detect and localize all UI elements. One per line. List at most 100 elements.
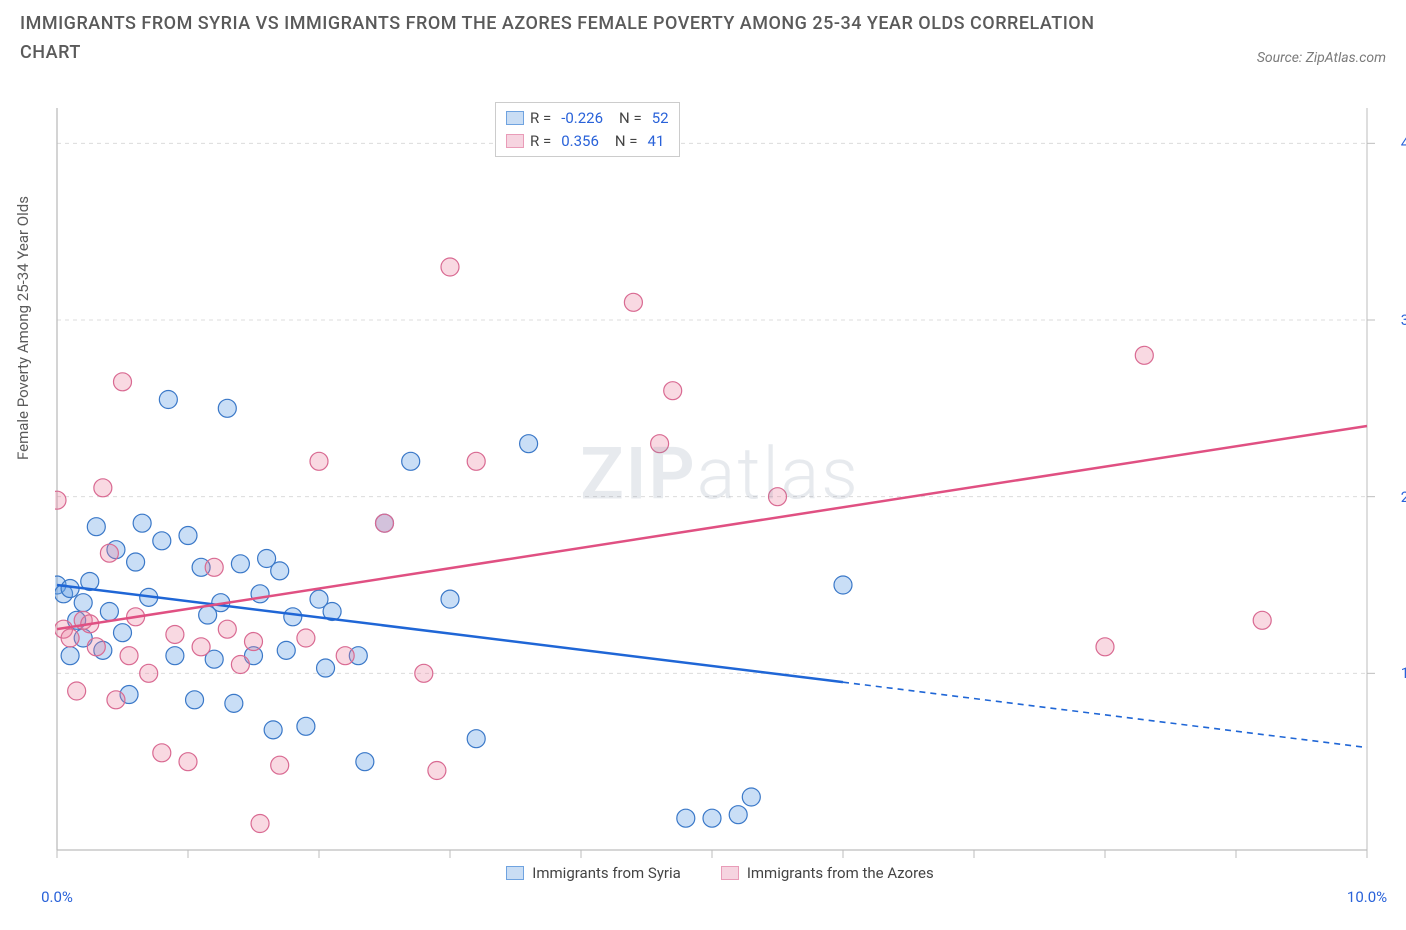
- data-point: [231, 555, 249, 573]
- data-point: [1096, 638, 1114, 656]
- data-point: [114, 373, 132, 391]
- data-point: [205, 558, 223, 576]
- data-point: [729, 806, 747, 824]
- data-point: [264, 721, 282, 739]
- data-point: [179, 527, 197, 545]
- data-point: [166, 647, 184, 665]
- stats-legend-box: R = -0.226 N = 52 R = 0.356 N = 41: [495, 102, 680, 157]
- data-point: [356, 753, 374, 771]
- data-point: [271, 562, 289, 580]
- data-point: [703, 809, 721, 827]
- data-point: [127, 553, 145, 571]
- legend-label: Immigrants from Syria: [532, 864, 681, 882]
- stats-row: R = 0.356 N = 41: [506, 130, 669, 153]
- stat-n-label: N =: [615, 130, 638, 153]
- data-point: [834, 576, 852, 594]
- legend-item: Immigrants from Syria: [506, 864, 681, 882]
- data-point: [225, 694, 243, 712]
- data-point: [624, 293, 642, 311]
- data-point: [231, 656, 249, 674]
- bottom-legend: Immigrants from Syria Immigrants from the…: [55, 864, 1385, 882]
- data-point: [376, 514, 394, 532]
- data-point: [664, 382, 682, 400]
- data-point: [218, 620, 236, 638]
- legend-item: Immigrants from the Azores: [721, 864, 934, 882]
- stat-n-label: N =: [619, 107, 642, 130]
- data-point: [520, 435, 538, 453]
- data-point: [107, 691, 125, 709]
- stats-row: R = -0.226 N = 52: [506, 107, 669, 130]
- data-point: [166, 625, 184, 643]
- data-point: [428, 762, 446, 780]
- data-point: [153, 532, 171, 550]
- data-point: [769, 488, 787, 506]
- data-point: [742, 788, 760, 806]
- data-point: [100, 544, 118, 562]
- data-point: [133, 514, 151, 532]
- data-point: [87, 518, 105, 536]
- data-point: [467, 452, 485, 470]
- data-point: [192, 638, 210, 656]
- data-point: [415, 664, 433, 682]
- stat-r-label: R =: [530, 130, 551, 153]
- data-point: [251, 585, 269, 603]
- data-point: [153, 744, 171, 762]
- y-tick-label: 30.0%: [1401, 311, 1406, 329]
- data-point: [218, 399, 236, 417]
- chart-title: IMMIGRANTS FROM SYRIA VS IMMIGRANTS FROM…: [20, 10, 1120, 68]
- stat-n-value: 52: [652, 107, 669, 130]
- data-point: [68, 682, 86, 700]
- chart-area: ZIPatlas R = -0.226N = 52R = 0.356N = 41…: [55, 100, 1385, 880]
- data-point: [179, 753, 197, 771]
- data-point: [1253, 611, 1271, 629]
- stat-n-value: 41: [648, 130, 665, 153]
- stat-r-value: -0.226: [561, 107, 603, 130]
- stat-r-value: 0.356: [561, 130, 599, 153]
- data-point: [245, 633, 263, 651]
- data-point: [94, 479, 112, 497]
- data-point: [74, 594, 92, 612]
- data-point: [651, 435, 669, 453]
- y-tick-label: 40.0%: [1401, 134, 1406, 152]
- data-point: [61, 647, 79, 665]
- legend-swatch: [721, 866, 739, 880]
- data-point: [467, 730, 485, 748]
- data-point: [284, 608, 302, 626]
- data-point: [441, 590, 459, 608]
- source-label: Source: ZipAtlas.com: [1257, 50, 1386, 66]
- trend-line: [57, 426, 1367, 629]
- x-tick-label: 10.0%: [1347, 888, 1387, 906]
- data-point: [310, 452, 328, 470]
- data-point: [87, 638, 105, 656]
- data-point: [271, 756, 289, 774]
- legend-label: Immigrants from the Azores: [747, 864, 934, 882]
- data-point: [402, 452, 420, 470]
- data-point: [120, 647, 138, 665]
- x-tick-label: 0.0%: [41, 888, 73, 906]
- data-point: [140, 664, 158, 682]
- data-point: [55, 491, 66, 509]
- data-point: [100, 603, 118, 621]
- data-point: [1135, 346, 1153, 364]
- data-point: [297, 629, 315, 647]
- data-point: [61, 629, 79, 647]
- data-point: [114, 624, 132, 642]
- scatter-plot: [55, 100, 1385, 880]
- data-point: [336, 647, 354, 665]
- y-tick-label: 10.0%: [1401, 664, 1406, 682]
- legend-swatch: [506, 866, 524, 880]
- data-point: [441, 258, 459, 276]
- trend-line-extrapolated: [843, 682, 1367, 747]
- series-swatch: [506, 111, 524, 125]
- y-tick-label: 20.0%: [1401, 488, 1406, 506]
- data-point: [317, 659, 335, 677]
- data-point: [186, 691, 204, 709]
- data-point: [251, 815, 269, 833]
- data-point: [677, 809, 695, 827]
- stat-r-label: R =: [530, 107, 551, 130]
- series-swatch: [506, 134, 524, 148]
- data-point: [277, 641, 295, 659]
- data-point: [297, 717, 315, 735]
- data-point: [159, 391, 177, 409]
- y-axis-label: Female Poverty Among 25-34 Year Olds: [14, 196, 32, 460]
